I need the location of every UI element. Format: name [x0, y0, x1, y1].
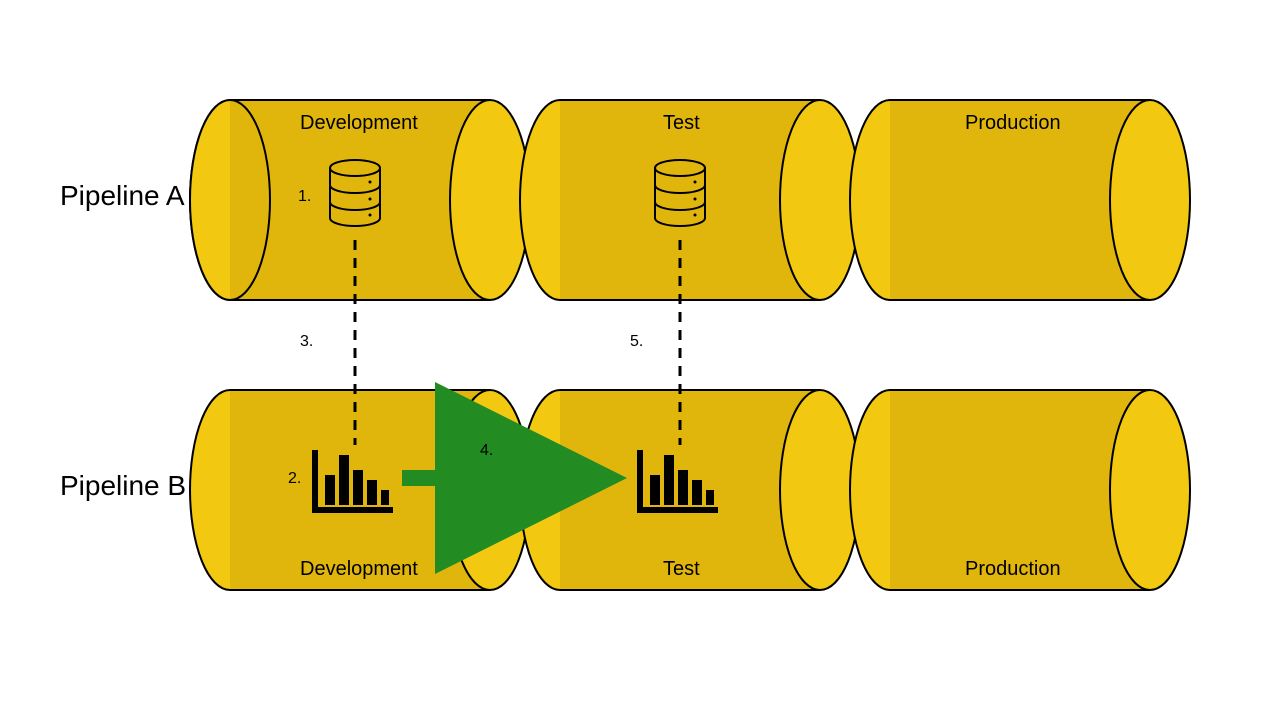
- stage-a-test-label: Test: [663, 112, 700, 135]
- pipeline-b-label: Pipeline B: [60, 470, 186, 502]
- diagram-canvas: Pipeline A Pipeline B Development Test P…: [0, 0, 1280, 720]
- step-5: 5.: [630, 333, 643, 351]
- pipeline-a-label: Pipeline A: [60, 180, 185, 212]
- diagram-svg: [0, 0, 1280, 720]
- step-4: 4.: [480, 442, 493, 460]
- step-1: 1.: [298, 188, 311, 206]
- stage-a-prod-label: Production: [965, 112, 1061, 135]
- stage-b-prod-label: Production: [965, 558, 1061, 581]
- stage-b-dev-label: Development: [300, 558, 418, 581]
- stage-a-dev-label: Development: [300, 112, 418, 135]
- step-2: 2.: [288, 470, 301, 488]
- stage-b-test-label: Test: [663, 558, 700, 581]
- step-3: 3.: [300, 333, 313, 351]
